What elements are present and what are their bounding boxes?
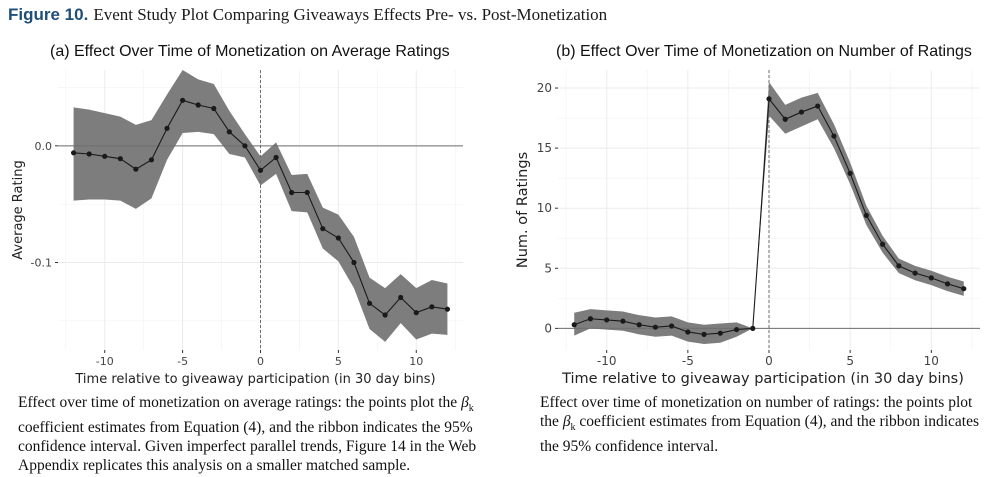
chart-b-x-tick-label: -10 bbox=[597, 354, 617, 368]
chart-a-data-point bbox=[351, 259, 357, 266]
chart-b-data-point bbox=[815, 103, 821, 109]
chart-a-data-point bbox=[398, 294, 404, 301]
chart-b-data-point bbox=[620, 318, 626, 324]
chart-b-x-tick-label: 0 bbox=[765, 354, 773, 368]
chart-a-data-point bbox=[382, 312, 388, 318]
chart-a-confidence-ribbon bbox=[73, 70, 448, 342]
chart-a-data-point bbox=[335, 235, 341, 241]
chart-b-data-point bbox=[636, 322, 642, 328]
chart-b-data-point bbox=[733, 326, 740, 333]
chart-a-data-point bbox=[226, 129, 232, 135]
chart-a-y-axis-title: Average Rating bbox=[11, 160, 26, 259]
figure-label: Figure 10. bbox=[8, 5, 89, 24]
chart-a-data-point bbox=[429, 304, 435, 310]
chart-b-data-point bbox=[587, 316, 594, 322]
chart-b-data-point bbox=[604, 317, 610, 323]
chart-b-data-point bbox=[652, 324, 658, 330]
chart-b-data-point bbox=[961, 286, 967, 292]
chart-a-x-tick-label: -10 bbox=[96, 355, 114, 368]
chart-a-data-point bbox=[320, 226, 326, 232]
chart-a-x-tick-label: -5 bbox=[177, 355, 188, 368]
chart-b-data-point bbox=[798, 109, 805, 115]
chart-b-data-point bbox=[685, 329, 691, 335]
chart-b-x-axis-title: Time relative to giveaway participation … bbox=[561, 371, 964, 387]
chart-a-data-point bbox=[257, 167, 264, 173]
caption-b-beta-sub: k bbox=[570, 422, 576, 434]
chart-b-data-point bbox=[928, 275, 934, 281]
caption-b-text-2: coefficient estimates from Equation (4),… bbox=[540, 413, 979, 456]
chart-b-y-tick-label: 10 bbox=[537, 201, 552, 215]
chart-a-data-point bbox=[413, 310, 419, 316]
chart-a-data-point bbox=[444, 306, 451, 312]
caption-b-beta: β bbox=[562, 413, 571, 430]
chart-b-data-point bbox=[669, 323, 675, 329]
caption-b: Effect over time of monetization on numb… bbox=[540, 393, 980, 456]
chart-a-data-point bbox=[211, 105, 217, 112]
chart-b-x-tick-label: 10 bbox=[924, 354, 939, 368]
chart-a-data-point bbox=[70, 150, 77, 156]
chart-a-data-point bbox=[133, 166, 139, 172]
chart-b-y-tick-label: 15 bbox=[537, 141, 552, 155]
chart-a-title: (a) Effect Over Time of Monetization on … bbox=[50, 43, 450, 60]
chart-b-data-point bbox=[701, 331, 707, 337]
chart-b-data-point bbox=[571, 322, 577, 328]
chart-a-x-tick-label: 5 bbox=[335, 355, 342, 368]
chart-a-y-tick-label: 0.0 bbox=[35, 140, 53, 153]
chart-a-data-point bbox=[86, 151, 92, 157]
chart-b-y-tick-label: 20 bbox=[537, 81, 552, 95]
chart-a-data-point bbox=[289, 189, 295, 196]
chart-a-data-point bbox=[180, 97, 186, 103]
chart-b-data-point bbox=[912, 270, 918, 276]
caption-a: Effect over time of monetization on aver… bbox=[18, 393, 518, 475]
caption-a-beta: β bbox=[461, 394, 469, 411]
chart-a-x-tick-label: 10 bbox=[409, 355, 423, 368]
caption-b-text-1: Effect over time of monetization on numb… bbox=[540, 394, 973, 430]
chart-b-data-point bbox=[944, 281, 951, 287]
chart-b-confidence-ribbon bbox=[574, 82, 964, 344]
chart-b-y-tick-label: 0 bbox=[544, 321, 552, 335]
caption-a-beta-sub: k bbox=[468, 403, 474, 415]
figure-description: Event Study Plot Comparing Giveaways Eff… bbox=[93, 5, 608, 24]
chart-b-data-point bbox=[782, 116, 788, 122]
chart-a-data-point bbox=[304, 189, 310, 196]
chart-b-data-point bbox=[750, 325, 756, 331]
caption-a-text-1: Effect over time of monetization on aver… bbox=[18, 394, 462, 411]
chart-b-y-axis-title: Num. of Ratings bbox=[515, 152, 531, 268]
chart-a-data-point bbox=[102, 153, 108, 159]
chart-a-data-point bbox=[366, 300, 373, 306]
chart-b-data-point bbox=[717, 330, 723, 336]
figure-title: Figure 10. Event Study Plot Comparing Giv… bbox=[8, 5, 607, 25]
chart-a-data-point bbox=[273, 154, 279, 161]
chart-a-data-point bbox=[164, 125, 170, 131]
chart-b-y-tick-label: 5 bbox=[544, 261, 552, 275]
chart-b-data-point bbox=[766, 96, 772, 102]
chart-b-x-tick-label: -5 bbox=[682, 354, 694, 368]
caption-a-text-2: coefficient estimates from Equation (4),… bbox=[18, 419, 477, 475]
chart-a-x-axis-title: Time relative to giveaway participation … bbox=[74, 372, 435, 387]
chart-a-data-point bbox=[195, 102, 201, 108]
chart-a-y-tick-label: -0.1 bbox=[31, 257, 52, 270]
chart-a-data-point bbox=[148, 157, 155, 163]
chart-b-x-tick-label: 5 bbox=[846, 354, 854, 368]
chart-b-data-point bbox=[863, 212, 869, 219]
chart-a-data-point bbox=[117, 156, 123, 162]
chart-a-x-tick-label: 0 bbox=[257, 355, 264, 368]
chart-b-data-point bbox=[847, 170, 853, 176]
chart-b-data-point bbox=[896, 263, 902, 269]
chart-b-data-point bbox=[831, 133, 837, 139]
chart-b-title: (b) Effect Over Time of Monetization on … bbox=[556, 43, 972, 60]
chart-a-data-point bbox=[242, 143, 248, 149]
chart-b-data-point bbox=[880, 241, 886, 247]
